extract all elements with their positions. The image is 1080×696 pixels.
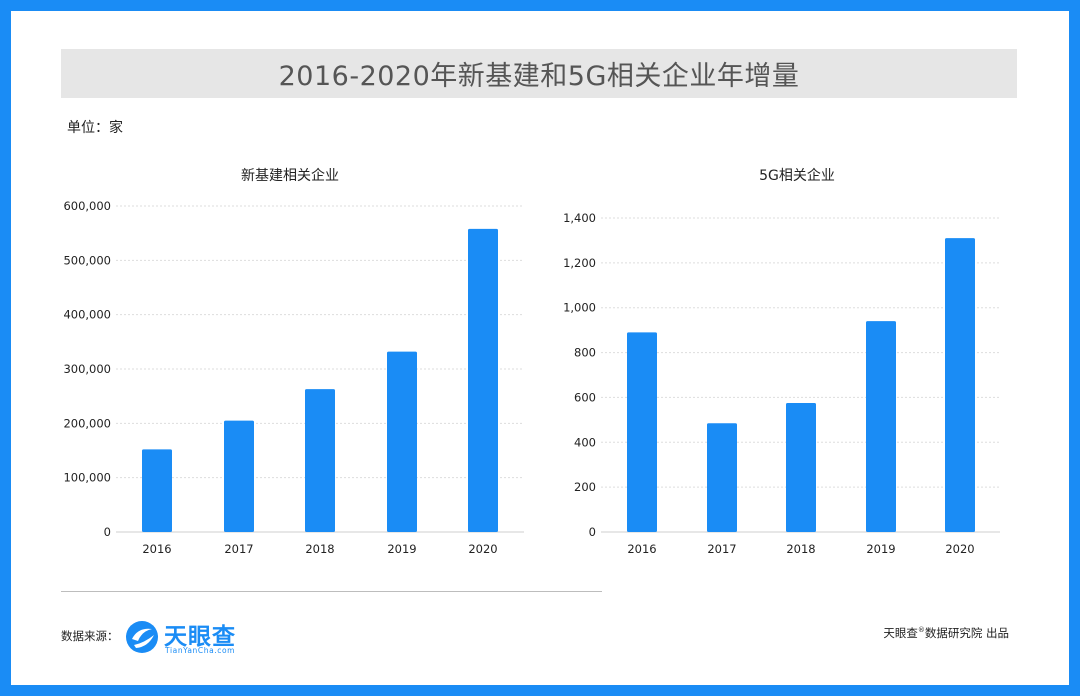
x-tick-label: 2017 (224, 542, 253, 556)
bar-2016 (627, 332, 657, 532)
credit-line: 天眼查®数据研究院 出品 (883, 625, 1009, 641)
bar-2019 (866, 321, 896, 532)
y-tick-label: 0 (589, 525, 596, 539)
y-tick-label: 300,000 (63, 362, 111, 376)
x-tick-label: 2016 (627, 542, 656, 556)
bar-2017 (707, 423, 737, 532)
y-tick-label: 600,000 (63, 199, 111, 213)
chart-new-infrastructure: 新基建相关企业 0 100,000 200,000 300,000 400,000 500,… (63, 167, 524, 556)
bar-2018 (305, 389, 335, 532)
tianyancha-logo: 天眼查 TianYanCha.com (124, 617, 254, 657)
x-tick-label: 2020 (945, 542, 974, 556)
y-tick-label: 400 (574, 435, 596, 449)
x-tick-label: 2019 (866, 542, 895, 556)
x-tick-label: 2017 (707, 542, 736, 556)
y-tick-label: 1,200 (563, 256, 596, 270)
bar-2018 (786, 403, 816, 532)
y-tick-label: 500,000 (63, 253, 111, 267)
chart-title: 5G相关企业 (759, 167, 835, 184)
y-tick-label: 0 (104, 525, 111, 539)
bar-2016 (142, 449, 172, 532)
y-tick-label: 600 (574, 390, 596, 404)
footer-divider (61, 591, 602, 592)
chart-title: 新基建相关企业 (241, 167, 339, 184)
bar-2020 (945, 238, 975, 532)
x-tick-label: 2016 (142, 542, 171, 556)
x-tick-label: 2018 (786, 542, 815, 556)
y-tick-label: 1,400 (563, 211, 596, 225)
title-banner: 2016-2020年新基建和5G相关企业年增量 (61, 49, 1017, 98)
source-label: 数据来源： (61, 629, 119, 643)
unit-label: 单位：家 (67, 120, 123, 136)
y-tick-label: 400,000 (63, 308, 111, 322)
logo-mark-icon (126, 621, 158, 653)
credit-brand: 天眼查 (883, 626, 918, 640)
y-tick-label: 1,000 (563, 301, 596, 315)
logo-name: 天眼查 (164, 624, 236, 650)
x-tick-label: 2020 (468, 542, 497, 556)
chart-5g: 5G相关企业 0 200 400 600 800 1,000 1,200 1,400 2016 20… (563, 167, 1000, 556)
credit-reg-mark: ® (917, 626, 925, 635)
bar-2017 (224, 420, 254, 532)
bar-2020 (468, 228, 498, 532)
x-tick-label: 2019 (387, 542, 416, 556)
credit-rest: 数据研究院 出品 (924, 626, 1009, 640)
x-tick-label: 2018 (305, 542, 334, 556)
page-title: 2016-2020年新基建和5G相关企业年增量 (278, 61, 800, 92)
bar-2019 (387, 351, 417, 532)
logo-url: TianYanCha.com (165, 646, 236, 655)
y-tick-label: 200 (574, 480, 596, 494)
y-tick-label: 800 (574, 346, 596, 360)
y-tick-label: 100,000 (63, 471, 111, 485)
y-tick-label: 200,000 (63, 416, 111, 430)
